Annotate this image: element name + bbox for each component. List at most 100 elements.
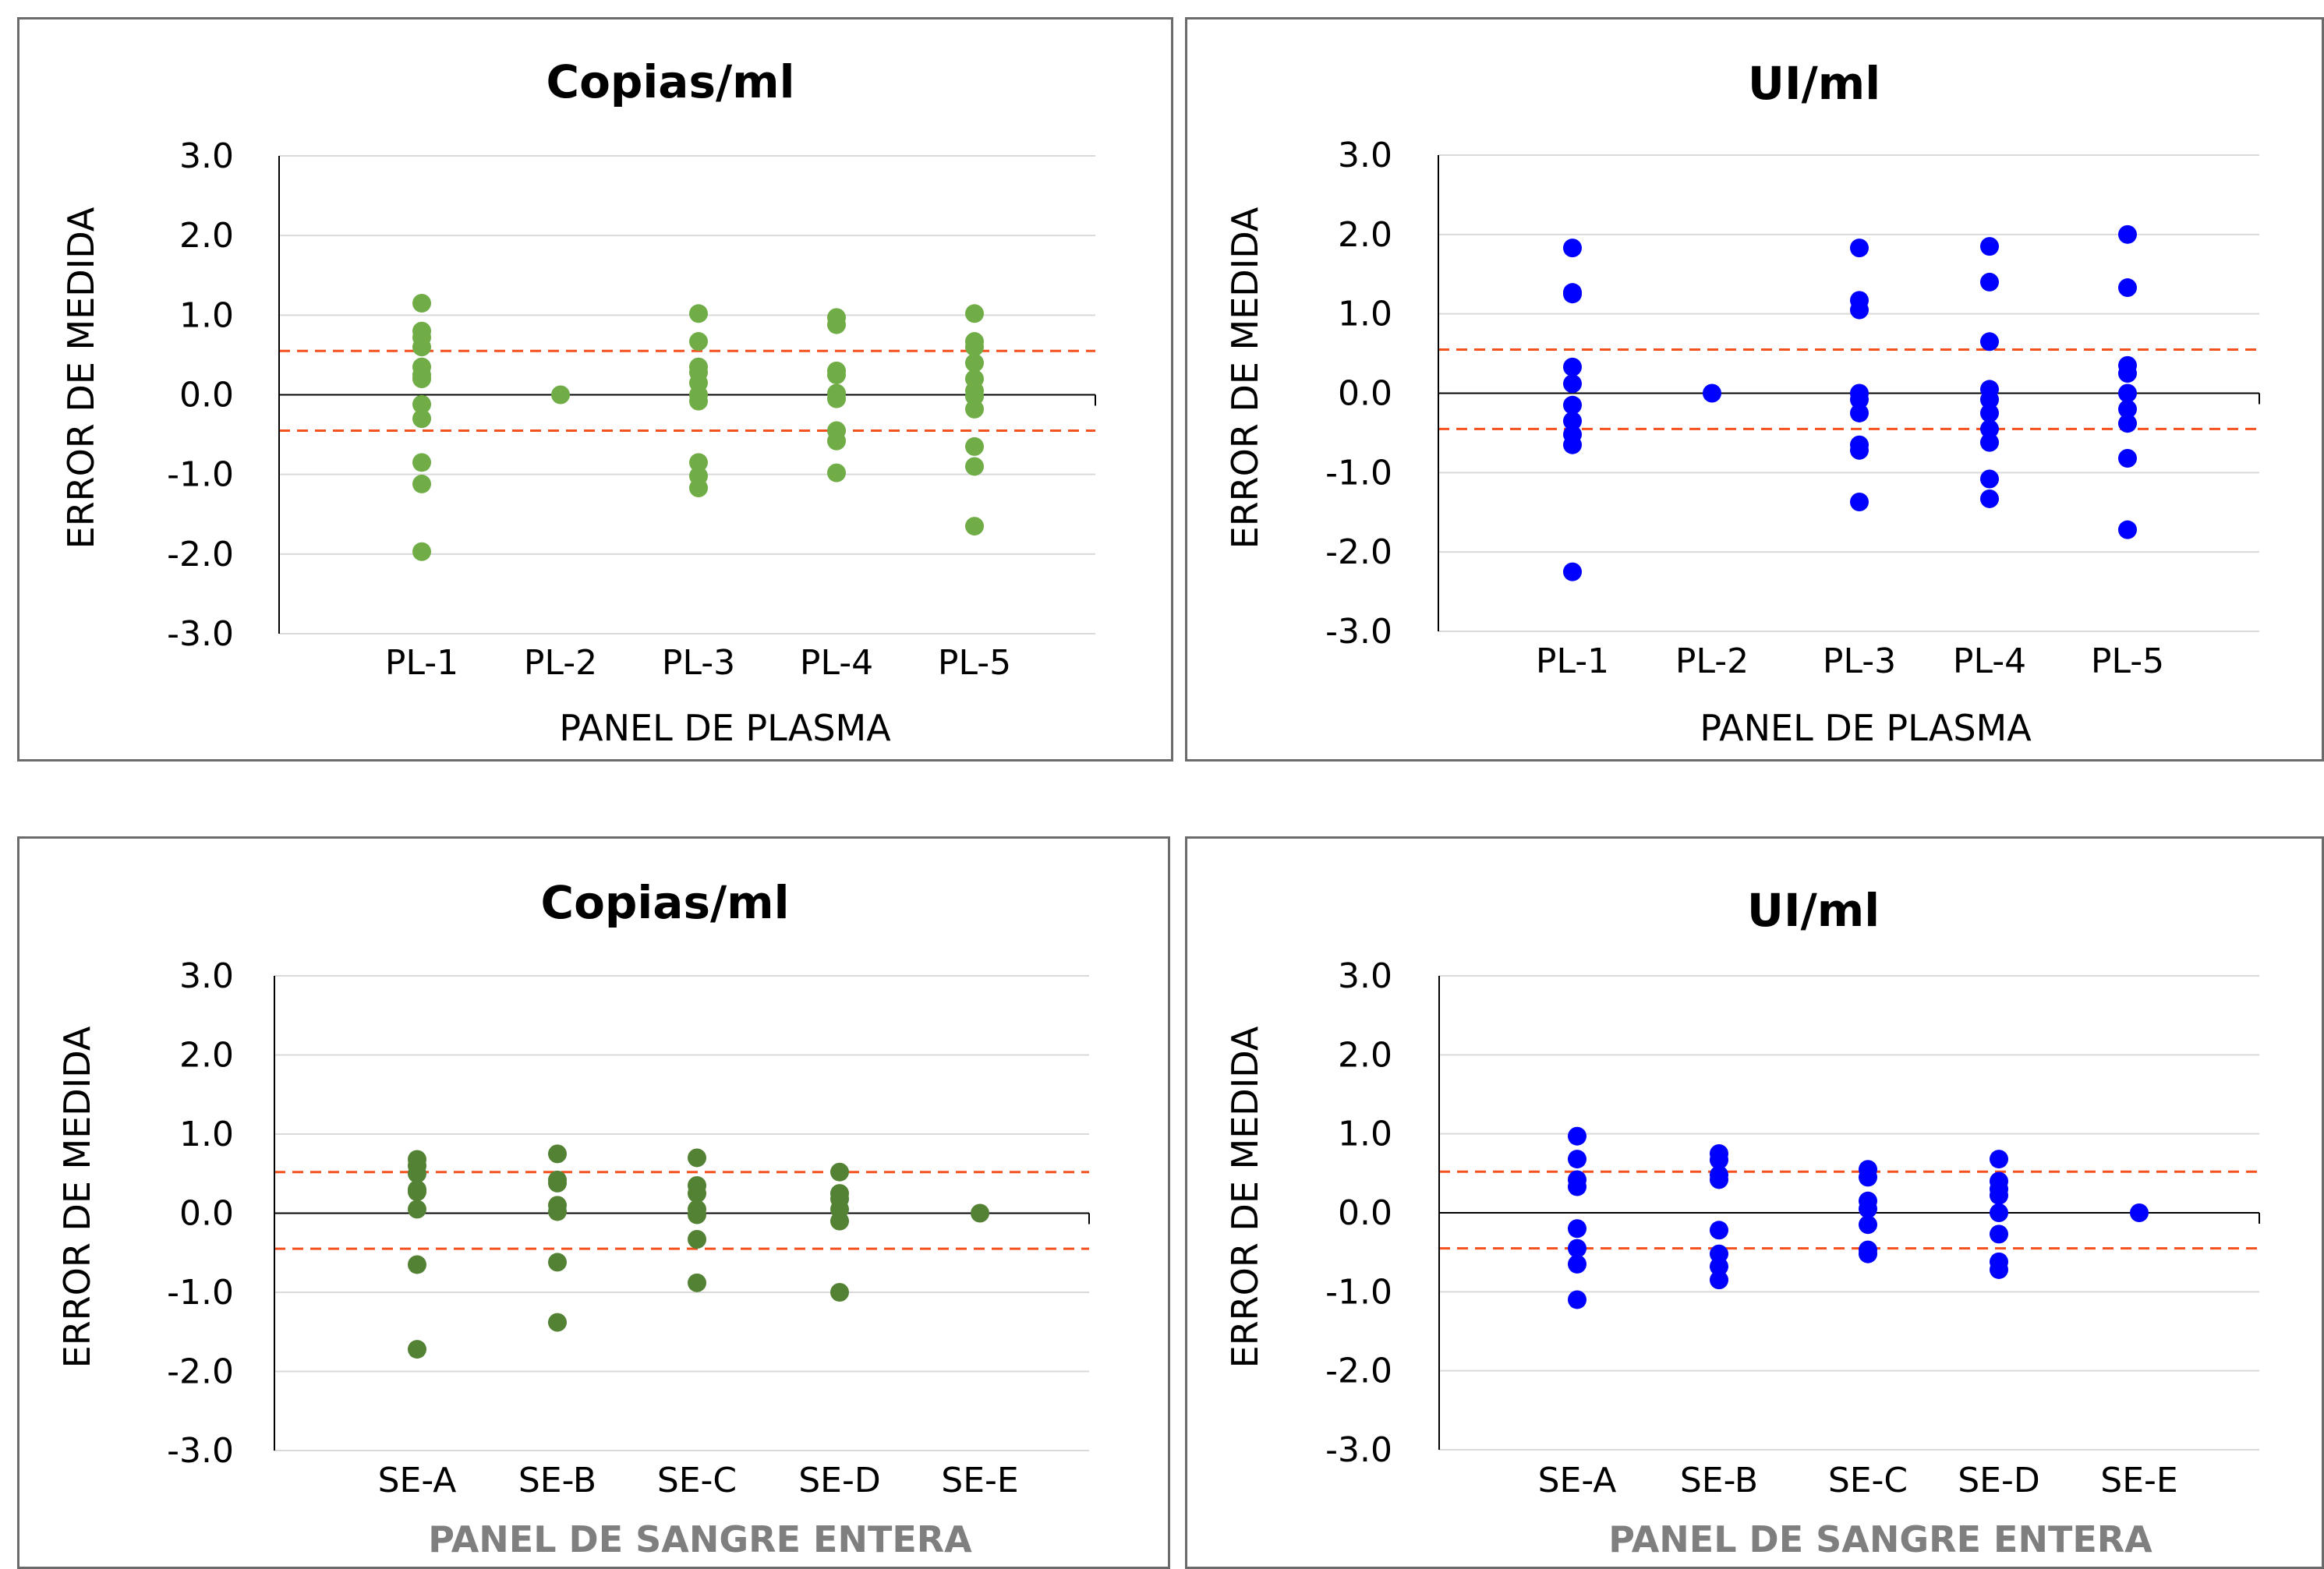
data-point (2118, 224, 2137, 244)
chart-title: UI/ml (1747, 884, 1880, 937)
y-tick-label: 3.0 (179, 136, 234, 176)
data-point (689, 479, 708, 498)
data-point (688, 1184, 706, 1203)
y-tick-label: -2.0 (167, 535, 234, 574)
x-category-label: PL-2 (1675, 641, 1749, 681)
data-point (1990, 1224, 2008, 1244)
data-point (412, 294, 431, 313)
data-point (2118, 364, 2137, 383)
x-category-label: PL-1 (385, 643, 458, 683)
data-point (1859, 1168, 1877, 1187)
data-point (2118, 278, 2137, 298)
y-tick-label: 3.0 (1338, 136, 1392, 175)
data-point (689, 453, 708, 472)
y-tick-label: 2.0 (179, 1036, 234, 1076)
data-point (1563, 435, 1582, 454)
data-point (1563, 284, 1582, 304)
x-category-label: PL-5 (938, 643, 1011, 683)
y-tick-label: 3.0 (179, 956, 234, 996)
y-axis-title: ERROR DE MEDIDA (56, 1026, 98, 1368)
y-axis-title: ERROR DE MEDIDA (1224, 1026, 1266, 1368)
data-point (2130, 1203, 2149, 1222)
y-tick-label: 1.0 (179, 295, 234, 335)
data-point (827, 431, 846, 451)
x-category-label: PL-4 (800, 643, 873, 683)
data-point (965, 436, 984, 456)
data-point (548, 1144, 567, 1164)
y-axis-title: ERROR DE MEDIDA (60, 207, 102, 549)
data-point (965, 304, 984, 323)
data-point (408, 1200, 426, 1219)
chart-panel-sangre-copias: Copias/ml 3.0 2.0 1.0 0.0 -1.0 -2.0 -3.0 SE-A SE-… (17, 836, 1170, 1569)
x-category-label: SE-E (941, 1461, 1018, 1500)
y-tick-label: -3.0 (167, 1431, 234, 1471)
data-point (412, 474, 431, 493)
chart-panel-plasma-copias: Copias/ml 3.0 2.0 1.0 0.0 -1.0 -2.0 -3.0 PL-1 PL-… (17, 17, 1173, 762)
x-category-label: PL-3 (662, 643, 735, 683)
data-point (408, 1255, 426, 1274)
data-point (1850, 440, 1869, 460)
chart-plasma-copias: Copias/ml 3.0 2.0 1.0 0.0 -1.0 -2.0 -3.0 PL-1 PL-… (60, 55, 1096, 749)
y-tick-label: 1.0 (1338, 295, 1392, 334)
data-point (1568, 1290, 1586, 1309)
data-point (1710, 1221, 1728, 1240)
data-point (1980, 332, 1999, 352)
x-axis-title: PANEL DE PLASMA (1700, 707, 2032, 749)
data-point (1980, 419, 1999, 439)
data-point (1980, 237, 1999, 256)
data-point (408, 1182, 426, 1202)
data-point (830, 1211, 849, 1231)
y-tick-label: -2.0 (1325, 1352, 1392, 1391)
data-point (2118, 399, 2137, 419)
data-point (1850, 239, 1869, 258)
data-point (1980, 272, 1999, 292)
y-tick-label: 0.0 (179, 1194, 234, 1234)
data-point (412, 369, 431, 389)
data-point (1850, 403, 1869, 422)
y-tick-label: -3.0 (1325, 1430, 1392, 1470)
data-point (1980, 489, 1999, 508)
data-point (1990, 1203, 2008, 1222)
data-point (1563, 239, 1582, 258)
data-point (1563, 357, 1582, 376)
data-point (1710, 1150, 1728, 1170)
data-point (2118, 449, 2137, 468)
y-tick-label: 0.0 (1338, 1193, 1392, 1233)
data-point (1990, 1260, 2008, 1279)
x-category-label: PL-4 (1953, 641, 2026, 681)
data-point (965, 353, 984, 373)
data-point (830, 1162, 849, 1182)
chart-sangre-copias: Copias/ml 3.0 2.0 1.0 0.0 -1.0 -2.0 -3.0 SE-A SE-… (56, 876, 1090, 1560)
data-point (827, 463, 846, 482)
chart-panel-plasma-ui: UI/ml 3.0 2.0 1.0 0.0 -1.0 -2.0 -3.0 PL-1 PL-2 PL-… (1185, 17, 2324, 762)
data-point (412, 542, 431, 561)
data-point (548, 1253, 567, 1272)
x-category-label: SE-A (378, 1461, 457, 1500)
data-point (1568, 1219, 1586, 1239)
data-point (1568, 1150, 1586, 1169)
x-category-label: SE-A (1538, 1461, 1617, 1500)
data-point (1990, 1186, 2008, 1205)
y-tick-label: 0.0 (179, 376, 234, 415)
y-tick-label: -1.0 (1325, 1272, 1392, 1312)
y-tick-label: 3.0 (1338, 956, 1392, 996)
x-category-label: PL-5 (2091, 641, 2164, 681)
data-point (688, 1205, 706, 1224)
data-point (965, 457, 984, 476)
y-tick-label: 0.0 (1338, 374, 1392, 414)
data-point (1980, 390, 1999, 409)
data-point (688, 1229, 706, 1249)
data-point (1980, 469, 1999, 489)
data-point (1990, 1150, 2008, 1169)
data-point (1710, 1270, 1728, 1290)
y-tick-label: -3.0 (167, 614, 234, 654)
y-tick-label: -1.0 (1325, 453, 1392, 493)
chart-plasma-ui: UI/ml 3.0 2.0 1.0 0.0 -1.0 -2.0 -3.0 PL-1 PL-2 PL-… (1224, 57, 2260, 749)
y-tick-label: 1.0 (1338, 1115, 1392, 1154)
data-point (412, 394, 431, 414)
data-point (827, 315, 846, 334)
data-point (548, 1202, 567, 1221)
data-point (1980, 433, 1999, 452)
data-point (1850, 390, 1869, 409)
data-point (827, 365, 846, 384)
